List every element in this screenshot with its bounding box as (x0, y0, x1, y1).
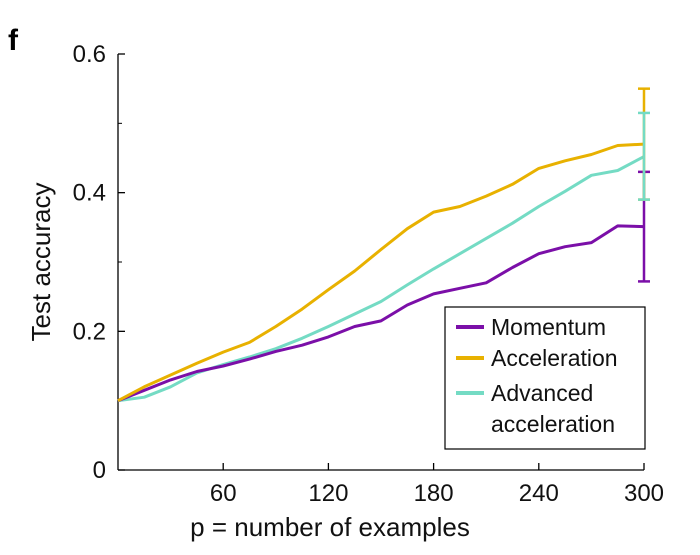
x-tick-label: 180 (414, 480, 454, 507)
x-tick-label: 60 (210, 480, 237, 507)
legend-label-advanced-line1: Advanced (491, 380, 593, 406)
legend-label-momentum: Momentum (491, 314, 606, 340)
panel-label: f (8, 24, 19, 57)
y-axis-label: Test accuracy (26, 183, 56, 342)
x-axis-label: p = number of examples (190, 512, 470, 542)
error-bar-advanced (638, 111, 650, 201)
legend-box (444, 306, 646, 450)
legend-label-acceleration: Acceleration (491, 345, 618, 371)
y-tick-label: 0.2 (73, 318, 106, 345)
legend: Momentum Acceleration Advanced accelerat… (444, 306, 646, 450)
x-tick-label: 240 (519, 480, 559, 507)
series-line-acceleration (117, 142, 645, 403)
axes: 0 0.2 0.4 0.6 60 120 180 240 300 (73, 41, 664, 507)
y-tick-label: 0.6 (73, 41, 106, 68)
x-tick-label: 300 (624, 480, 664, 507)
legend-label-advanced-line2: acceleration (491, 411, 615, 437)
y-tick-label: 0 (93, 457, 106, 484)
x-tick-label: 120 (308, 480, 348, 507)
series-layer (117, 87, 650, 403)
y-tick-label: 0.4 (73, 180, 106, 207)
series-line-momentum (117, 224, 645, 403)
